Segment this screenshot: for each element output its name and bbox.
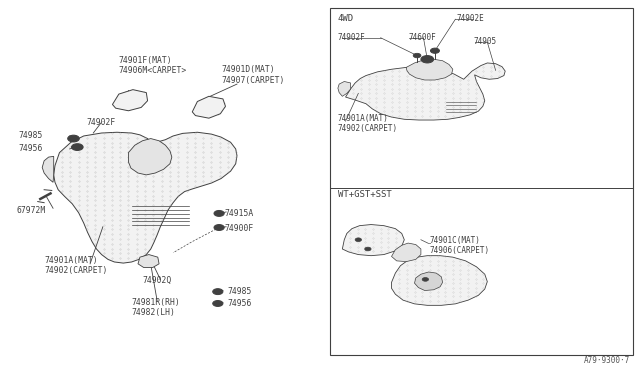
Text: 74902F: 74902F: [338, 33, 365, 42]
Text: 4WD: 4WD: [338, 14, 354, 23]
Circle shape: [214, 225, 224, 231]
Text: 74902E: 74902E: [457, 14, 484, 23]
Text: 74900F: 74900F: [224, 224, 253, 233]
Text: 74985: 74985: [19, 131, 43, 141]
Text: 74901C(MAT)
74906(CARPET): 74901C(MAT) 74906(CARPET): [430, 235, 490, 255]
Circle shape: [413, 53, 421, 58]
Polygon shape: [192, 96, 225, 118]
Circle shape: [212, 289, 223, 295]
Polygon shape: [338, 81, 351, 96]
Polygon shape: [406, 59, 453, 80]
Text: WT+GST+SST: WT+GST+SST: [338, 190, 392, 199]
Circle shape: [68, 135, 79, 142]
Polygon shape: [346, 63, 505, 120]
Text: 74956: 74956: [19, 144, 43, 153]
Text: 67972M: 67972M: [17, 206, 46, 215]
Text: 74985: 74985: [227, 287, 252, 296]
Circle shape: [421, 55, 434, 63]
Polygon shape: [415, 272, 443, 291]
Polygon shape: [138, 254, 159, 267]
Text: 74901A(MAT)
74902(CARPET): 74901A(MAT) 74902(CARPET): [44, 256, 108, 275]
Polygon shape: [392, 243, 421, 262]
Text: 74956: 74956: [227, 299, 252, 308]
Text: 74901F(MAT)
74906M<CARPET>: 74901F(MAT) 74906M<CARPET>: [119, 56, 187, 75]
Circle shape: [72, 144, 83, 150]
Polygon shape: [129, 138, 172, 175]
Text: 74902F: 74902F: [87, 119, 116, 128]
Polygon shape: [113, 90, 148, 111]
Circle shape: [422, 278, 429, 281]
Text: 74915A: 74915A: [224, 209, 253, 218]
Polygon shape: [42, 156, 54, 182]
Text: 74902Q: 74902Q: [143, 276, 172, 285]
Polygon shape: [392, 256, 487, 305]
Circle shape: [365, 247, 371, 251]
Text: 74901D(MAT)
74907(CARPET): 74901D(MAT) 74907(CARPET): [221, 65, 284, 84]
Text: 74981R(RH)
74982(LH): 74981R(RH) 74982(LH): [132, 298, 180, 317]
Text: 74901A(MAT)
74902(CARPET): 74901A(MAT) 74902(CARPET): [338, 114, 398, 134]
Text: A79·9300·7: A79·9300·7: [584, 356, 630, 365]
Bar: [330, 8, 633, 355]
Circle shape: [431, 48, 440, 53]
Circle shape: [212, 301, 223, 307]
Circle shape: [214, 211, 224, 217]
Text: 74600F: 74600F: [408, 33, 436, 42]
Text: 74905: 74905: [473, 37, 497, 46]
Polygon shape: [54, 132, 237, 263]
Circle shape: [355, 238, 362, 241]
Polygon shape: [342, 225, 404, 256]
